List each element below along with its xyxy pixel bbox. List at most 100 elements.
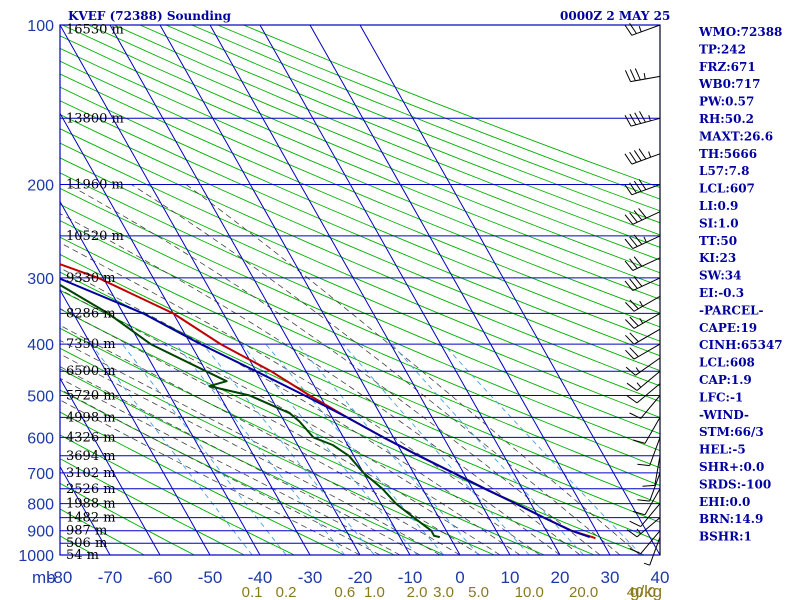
wind-barb [625,343,661,360]
wind-barb-flag [643,236,647,243]
profile-line-2 [60,277,591,539]
wind-barb-flag [629,299,639,310]
wind-barb [642,455,661,487]
index-value: SRDS:-100 [699,477,771,491]
mixing-ratio-label: 3.0 [433,584,454,600]
temperature-tick-label: -70 [98,568,123,587]
wind-barb-flag [634,68,641,81]
wind-barb-flag [624,238,634,249]
dry-adiabat-line [60,60,660,314]
index-value: STM:66/3 [699,425,764,439]
wind-barb [637,472,661,502]
wind-barb-flag [629,212,638,223]
temperature-tick-label: -40 [248,568,273,587]
wind-barb-flag [624,280,634,291]
mixing-ratio-label: 1.0 [364,584,385,600]
wind-barb-shaft [633,343,661,360]
wind-barb [625,357,661,376]
wind-barb [624,111,661,127]
height-label: 7350 m [66,337,116,352]
wind-barb-flag [648,151,652,158]
wind-barb-flag [624,70,631,82]
wind-barb-shaft [630,75,661,83]
index-value: EI:-0.3 [699,286,744,300]
wind-barb [624,68,661,83]
wind-barb [624,208,661,225]
index-value: -WIND- [699,408,749,422]
isotherm-line [60,200,261,555]
wind-barb-flag [629,347,639,357]
dry-adiabat-line [60,203,660,469]
pressure-tick-label: 200 [27,178,54,195]
dry-adiabat-line [88,25,660,261]
index-value: LCL:608 [699,356,755,370]
mixing-ratio-labels: 0.1 0.2 0.6 1.0 2.0 3.0 5.0 10.0 20.0 40.0 [242,584,656,600]
index-value: BRN:14.9 [699,512,763,526]
isotherm-line [109,25,411,555]
index-value: TH:5666 [699,147,757,161]
wind-barb-flag [633,234,643,245]
wind-barb [629,395,661,419]
temperature-tick-labels: -80 -70 -60 -50 -40 -30 -20 -10 0 10 20 30 40 [48,568,670,587]
wind-barb-flag [636,382,642,388]
mixing-ratio-label: 20.0 [569,584,598,600]
wind-barb-flag [625,366,636,376]
wind-barb [626,383,661,404]
moist-adiabat-line [68,184,601,555]
pressure-tick-label: 1000 [18,548,54,565]
mixing-ratio-label: 40.0 [627,584,656,600]
wind-barb-flag [643,73,646,80]
height-label: 16530 m [66,23,124,38]
wind-barb-shaft [649,437,661,466]
wind-barb-flag [625,319,635,329]
mixing-ratio-line [241,343,418,555]
wind-barb-flag [635,367,640,373]
wind-barb-flag [629,412,641,419]
wind-barb-flag [632,439,646,444]
wind-barb-flag [625,349,635,360]
wind-barb-flag [632,510,646,516]
adiabat-lines [60,25,660,555]
index-value: BSHR:1 [699,530,752,544]
wind-barb [625,295,661,312]
pressure-tick-label: 800 [27,497,54,514]
wind-barb [637,437,661,467]
wind-barb-flag [629,151,637,163]
index-value: MAXT:26.6 [699,129,773,143]
isotherm-line [60,25,361,555]
wind-barb [632,488,661,516]
pressure-tick-label: 500 [27,389,54,406]
wind-barb-flag [629,332,639,343]
height-label: 1988 m [66,497,116,512]
isotherm-line [60,288,211,555]
wind-barb-shaft [632,257,661,271]
wind-barb [624,23,661,36]
index-value: LFC:-1 [699,390,743,404]
wind-barb-flag [626,529,638,538]
mixing-ratio-line [342,343,530,555]
index-value: KI:23 [699,251,736,265]
wind-barb [625,328,661,345]
index-value: CAPE:19 [699,321,757,335]
index-value: -PARCEL- [699,303,764,317]
mixing-ratio-label: 0.1 [242,584,263,600]
sounding-time: 0000Z 2 MAY 25 [560,9,670,23]
wind-barb-flag [624,214,634,225]
index-value: EHI:0.0 [699,495,750,509]
isotherm-line [209,25,511,555]
wind-barb [626,370,661,391]
wind-barb-shaft [633,295,661,312]
wind-barb-shaft [640,503,661,527]
pressure-tick-label: 700 [27,466,54,483]
wind-barb-flag [638,179,647,190]
indices-panel: WMO:72388 TP:242 FRZ:671 WB0:717 PW:0.57 RH:5… [698,25,783,544]
dry-adiabat-line [60,220,660,486]
wind-barb-flag [629,278,638,289]
wind-barb-flag [629,520,641,528]
mixing-ratio-line [202,343,375,555]
dry-adiabat-line [60,142,660,402]
wind-barb-flag [637,463,650,467]
wind-barb-shaft [633,328,661,345]
wind-barb [629,503,661,528]
moist-adiabat-line [60,324,481,555]
